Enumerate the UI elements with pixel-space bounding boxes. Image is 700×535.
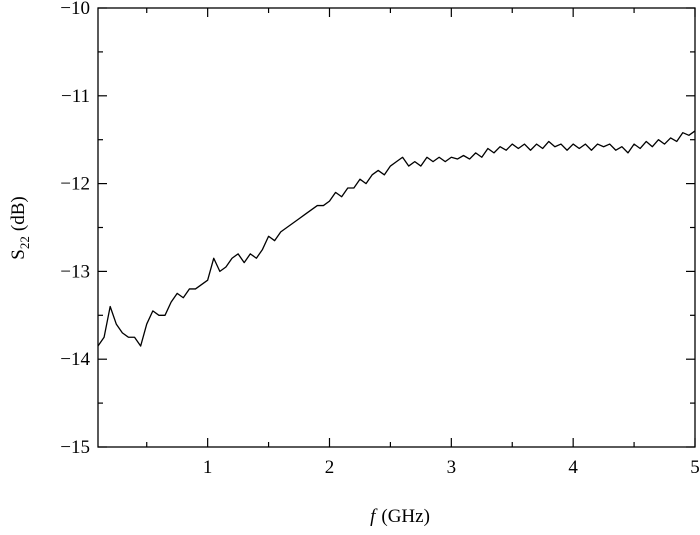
- y-symbol: S: [8, 249, 29, 260]
- x-tick-label: 2: [325, 457, 335, 478]
- y-tick-label: −10: [60, 0, 90, 19]
- y-subscript: 22: [17, 236, 32, 249]
- x-symbol: f: [370, 506, 378, 527]
- x-tick-label: 5: [690, 457, 700, 478]
- y-tick-label: −12: [60, 174, 90, 195]
- data-line: [97, 130, 696, 347]
- x-axis-label: f (GHz): [370, 506, 430, 527]
- y-tick-label: −11: [61, 86, 90, 107]
- x-unit: (GHz): [381, 506, 430, 527]
- y-tick-label: −14: [60, 349, 90, 370]
- x-tick-label: 3: [447, 457, 457, 478]
- y-tick-label: −15: [60, 437, 90, 458]
- plot-frame: [97, 7, 696, 448]
- x-tick-label: 1: [203, 457, 213, 478]
- x-tick-label: 4: [568, 457, 578, 478]
- y-axis-label: S22 (dB): [8, 196, 32, 259]
- y-unit: (dB): [8, 196, 29, 231]
- y-tick-label: −13: [60, 261, 90, 282]
